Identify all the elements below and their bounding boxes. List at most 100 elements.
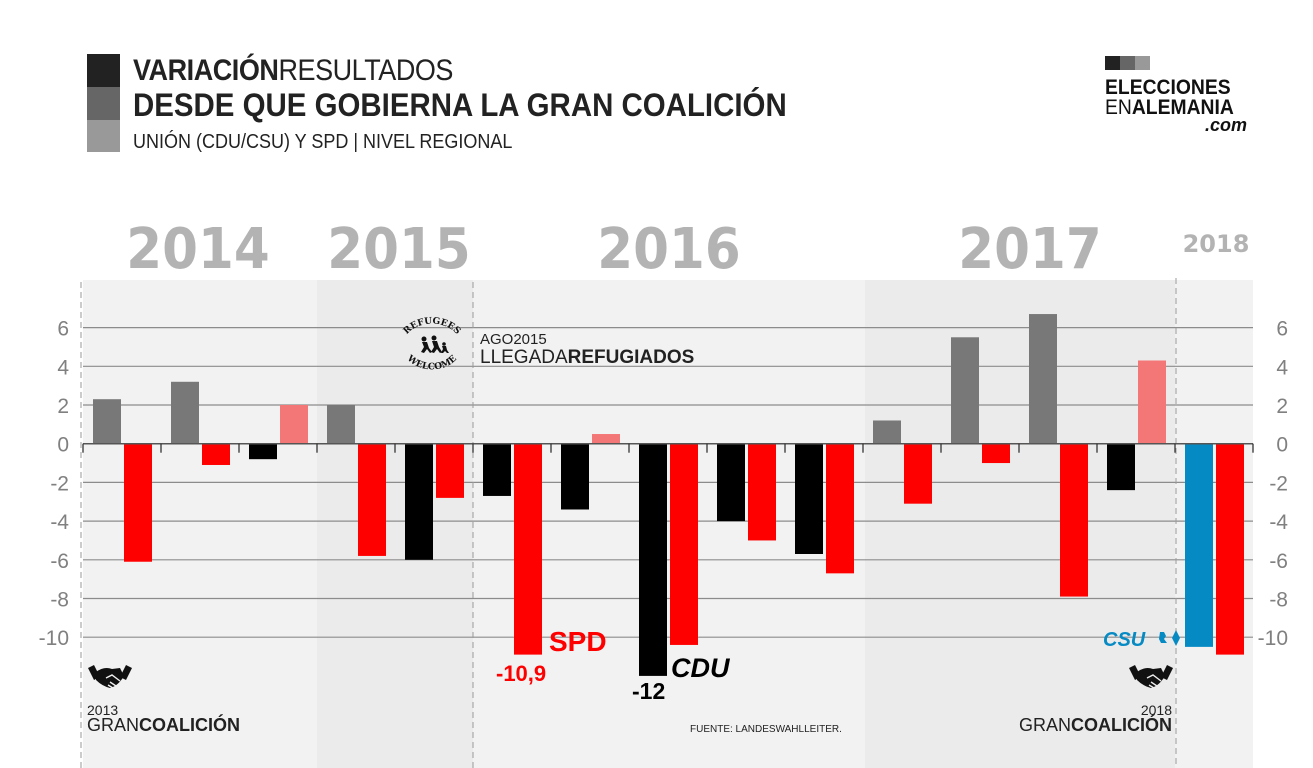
coalition-right-year: 2018 [1141, 702, 1172, 718]
bar-spd-14 [1216, 443, 1244, 655]
y-tick-label-left-4: 4 [57, 356, 69, 379]
handshake-icon-right [1129, 665, 1173, 689]
logo-line2-bold: ALEMANIA [1131, 96, 1234, 119]
source-note: FUENTE: LANDESWAHLLEITER. [690, 724, 842, 735]
bar-spd-10 [904, 443, 932, 504]
logo-square-dark [1105, 56, 1120, 70]
bar-union-5 [483, 443, 511, 496]
gridlines [83, 327, 1253, 638]
year-labels: 2014 2015 2016 2017 2018 [126, 216, 1249, 282]
bar-union-3 [327, 405, 355, 444]
coalition-right-label: GRANCOALICIÓN [1019, 714, 1172, 735]
bar-spd-2 [280, 405, 308, 444]
bar-union-13 [1107, 443, 1135, 491]
logo-line3: .com [1205, 115, 1248, 135]
y-tick-label-left-0: 0 [57, 434, 69, 457]
bars [93, 314, 1244, 676]
year-label-2015: 2015 [327, 216, 470, 282]
y-tick-label-left--6: -6 [50, 550, 69, 573]
y-tick-label-right--6: -6 [1269, 550, 1288, 573]
y-tick-label-right-4: 4 [1276, 356, 1288, 379]
chart-subheading: UNIÓN (CDU/CSU) Y SPD | NIVEL REGIONAL [133, 131, 513, 153]
bar-union-7 [639, 443, 667, 676]
coalition-right-regular: GRAN [1019, 715, 1071, 735]
chart-title-bold: VARIACIÓN [133, 54, 279, 87]
y-tick-label-right--10: -10 [1258, 627, 1288, 650]
running-family-icon [421, 335, 449, 353]
title-swatch-dark [87, 54, 120, 87]
bar-union-10 [873, 420, 901, 444]
bar-spd-9 [826, 443, 854, 574]
bar-union-8 [717, 443, 745, 522]
title-swatch-light [87, 120, 120, 152]
y-tick-label-right--2: -2 [1269, 472, 1288, 495]
year-label-2016: 2016 [597, 216, 740, 282]
bar-spd-5 [514, 443, 542, 655]
title-swatch-mid [87, 87, 120, 120]
handshake-icon-left [88, 665, 132, 689]
chart-title: VARIACIÓNRESULTADOS [133, 54, 453, 87]
spd-value-label: -10,9 [496, 661, 546, 686]
year-band-0 [83, 280, 317, 768]
bar-union-12 [1029, 314, 1057, 444]
cdu-label: CDU [671, 653, 731, 683]
year-band-1 [317, 280, 473, 768]
refugees-label-regular: LLEGADA [480, 347, 568, 368]
bar-union-11 [951, 337, 979, 444]
bar-union-1 [171, 381, 199, 444]
bar-spd-12 [1060, 443, 1088, 597]
y-tick-label-right-6: 6 [1276, 318, 1288, 341]
bar-spd-7 [670, 443, 698, 645]
year-label-2018: 2018 [1183, 230, 1250, 258]
logo-line2: ENALEMANIA [1105, 97, 1234, 119]
y-tick-label-right--8: -8 [1269, 589, 1288, 612]
bar-spd-6 [592, 434, 620, 444]
bar-union-9 [795, 443, 823, 554]
bar-spd-11 [982, 443, 1010, 464]
bar-union-4 [405, 443, 433, 560]
y-tick-label-left-6: 6 [57, 318, 69, 341]
logo-square-mid [1120, 56, 1135, 70]
spd-label: SPD [549, 626, 607, 657]
bar-spd-13 [1138, 360, 1166, 444]
bar-union-0 [93, 399, 121, 444]
logo-line2-regular: EN [1105, 96, 1132, 119]
logo-square-light [1135, 56, 1150, 70]
logo-line1: ELECCIONES [1105, 76, 1231, 99]
bar-spd-4 [436, 443, 464, 498]
y-tick-label-left--2: -2 [50, 472, 69, 495]
year-label-2014: 2014 [126, 216, 269, 282]
csu-label: CSU [1103, 629, 1146, 651]
y-tick-label-left-2: 2 [57, 395, 69, 418]
y-tick-label-right--4: -4 [1269, 511, 1288, 534]
coalition-left-year: 2013 [87, 702, 118, 718]
y-tick-labels: 6 6 4 4 2 2 0 0 -2 -2 -4 -4 -6 -6 -8 -8 -10 -10 [39, 318, 1289, 651]
dashed-dividers [80, 278, 1177, 768]
y-tick-label-left--4: -4 [50, 511, 69, 534]
refugees-label-bold: REFUGIADOS [568, 347, 695, 368]
year-band-3 [865, 280, 1175, 768]
y-tick-label-left--8: -8 [50, 589, 69, 612]
coalition-right-bold: COALICIÓN [1071, 714, 1172, 735]
bar-spd-3 [358, 443, 386, 556]
refugees-label: LLEGADAREFUGIADOS [480, 347, 694, 368]
coalition-left-bold: COALICIÓN [139, 714, 240, 735]
bar-spd-8 [748, 443, 776, 541]
chart-title-regular: RESULTADOS [278, 54, 454, 87]
bar-spd-0 [124, 443, 152, 562]
cdu-value-label: -12 [632, 678, 665, 704]
coalition-left-regular: GRAN [87, 715, 139, 735]
zero-axis [82, 442, 1254, 453]
year-label-2017: 2017 [958, 216, 1101, 282]
bar-union-2 [249, 443, 277, 460]
y-tick-label-right-0: 0 [1276, 434, 1288, 457]
chart-subtitle: DESDE QUE GOBIERNA LA GRAN COALICIÓN [133, 87, 787, 123]
coalition-left-label: GRANCOALICIÓN [87, 714, 240, 735]
refugees-date-label: AGO2015 [480, 331, 547, 348]
bar-spd-1 [202, 443, 230, 465]
y-tick-label-right-2: 2 [1276, 395, 1288, 418]
bar-union-14 [1185, 443, 1213, 647]
y-tick-label-left--10: -10 [39, 627, 69, 650]
bar-union-6 [561, 443, 589, 510]
